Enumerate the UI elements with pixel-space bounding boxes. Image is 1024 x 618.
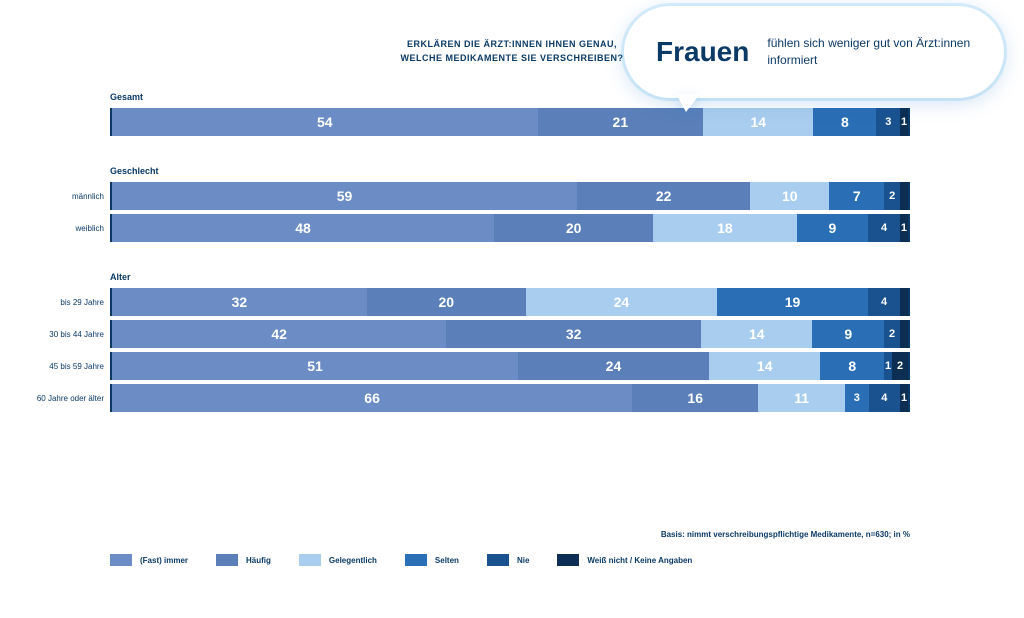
bar-segment: 4	[868, 288, 900, 316]
bar-segment: 9	[797, 214, 869, 242]
group-label: Geschlecht	[110, 166, 910, 176]
stacked-bar: 322024194	[110, 288, 910, 316]
legend-label: Gelegentlich	[329, 556, 377, 565]
bar-segment: 16	[632, 384, 758, 412]
group-label: Alter	[110, 272, 910, 282]
bar-segment: 2	[884, 182, 900, 210]
bar-segment: 42	[112, 320, 446, 348]
bar-segment: 20	[367, 288, 526, 316]
speech-bubble-callout: Frauen fühlen sich weniger gut von Ärzt:…	[624, 6, 1004, 98]
bar-segment: 22	[577, 182, 750, 210]
legend-swatch	[557, 554, 579, 566]
bar-segment: 7	[829, 182, 884, 210]
bar-segment	[900, 320, 908, 348]
legend-label: Nie	[517, 556, 529, 565]
bar-segment: 3	[845, 384, 869, 412]
bar-segment: 21	[538, 108, 704, 136]
legend-swatch	[405, 554, 427, 566]
bar-row: weiblich482018941	[110, 214, 910, 242]
legend-swatch	[110, 554, 132, 566]
legend: (Fast) immer Häufig Gelegentlich Selten Nie W…	[110, 554, 692, 566]
callout-headline: Frauen	[656, 36, 749, 68]
row-label: 60 Jahre oder älter	[6, 384, 104, 412]
bar-segment: 11	[758, 384, 845, 412]
bar-segment: 1	[900, 108, 908, 136]
bar-segment: 59	[112, 182, 577, 210]
legend-item: Weiß nicht / Keine Angaben	[557, 554, 692, 566]
stacked-bar: 59221072	[110, 182, 910, 210]
bar-row: 45 bis 59 Jahre512414812	[110, 352, 910, 380]
row-label: bis 29 Jahre	[6, 288, 104, 316]
bar-segment	[900, 182, 908, 210]
legend-label: Weiß nicht / Keine Angaben	[587, 556, 692, 565]
row-label: 30 bis 44 Jahre	[6, 320, 104, 348]
title-line-2: WELCHE MEDIKAMENTE SIE VERSCHREIBEN?	[400, 53, 623, 63]
legend-label: Selten	[435, 556, 459, 565]
stacked-bar: 482018941	[110, 214, 910, 242]
bar-segment	[900, 288, 908, 316]
legend-label: (Fast) immer	[140, 556, 188, 565]
bar-row: 542114831	[110, 108, 910, 136]
stacked-bar: 661611341	[110, 384, 910, 412]
bar-segment: 2	[884, 320, 900, 348]
bar-segment: 32	[446, 320, 701, 348]
bar-segment: 1	[900, 214, 908, 242]
bar-segment: 14	[703, 108, 813, 136]
bar-segment: 2	[892, 352, 908, 380]
bar-segment: 14	[701, 320, 812, 348]
legend-item: Häufig	[216, 554, 271, 566]
row-label: 45 bis 59 Jahre	[6, 352, 104, 380]
bar-segment: 19	[717, 288, 868, 316]
bar-segment: 54	[112, 108, 538, 136]
bar-segment: 24	[518, 352, 709, 380]
legend-item: Selten	[405, 554, 459, 566]
bar-segment: 66	[112, 384, 632, 412]
stacked-bar: 42321492	[110, 320, 910, 348]
bar-segment: 1	[900, 384, 908, 412]
bar-row: bis 29 Jahre322024194	[110, 288, 910, 316]
legend-swatch	[216, 554, 238, 566]
chart-area: Gesamt542114831Geschlechtmännlich5922107…	[110, 92, 910, 416]
bar-segment: 8	[820, 352, 884, 380]
bar-segment: 1	[884, 352, 892, 380]
row-label: männlich	[6, 182, 104, 210]
callout-subtext: fühlen sich weniger gut von Ärzt:innen i…	[767, 35, 972, 69]
bar-segment: 32	[112, 288, 367, 316]
title-line-1: ERKLÄREN DIE ÄRZT:INNEN IHNEN GENAU,	[407, 39, 617, 49]
bar-segment: 4	[868, 214, 900, 242]
legend-item: Gelegentlich	[299, 554, 377, 566]
row-label: weiblich	[6, 214, 104, 242]
bar-segment: 10	[750, 182, 829, 210]
stacked-bar: 512414812	[110, 352, 910, 380]
bar-segment: 9	[812, 320, 884, 348]
bar-row: 60 Jahre oder älter661611341	[110, 384, 910, 412]
stacked-bar: 542114831	[110, 108, 910, 136]
legend-item: (Fast) immer	[110, 554, 188, 566]
chart-footnote: Basis: nimmt verschreibungspflichtige Me…	[661, 530, 910, 539]
legend-label: Häufig	[246, 556, 271, 565]
bar-segment: 14	[709, 352, 820, 380]
bar-segment: 18	[653, 214, 796, 242]
bar-row: 30 bis 44 Jahre42321492	[110, 320, 910, 348]
bar-segment: 8	[813, 108, 876, 136]
bar-segment: 3	[876, 108, 900, 136]
bar-segment: 20	[494, 214, 653, 242]
bar-segment: 4	[869, 384, 901, 412]
bar-row: männlich59221072	[110, 182, 910, 210]
legend-item: Nie	[487, 554, 529, 566]
bar-segment: 48	[112, 214, 494, 242]
legend-swatch	[487, 554, 509, 566]
bar-segment: 24	[526, 288, 717, 316]
bar-segment: 51	[112, 352, 518, 380]
legend-swatch	[299, 554, 321, 566]
